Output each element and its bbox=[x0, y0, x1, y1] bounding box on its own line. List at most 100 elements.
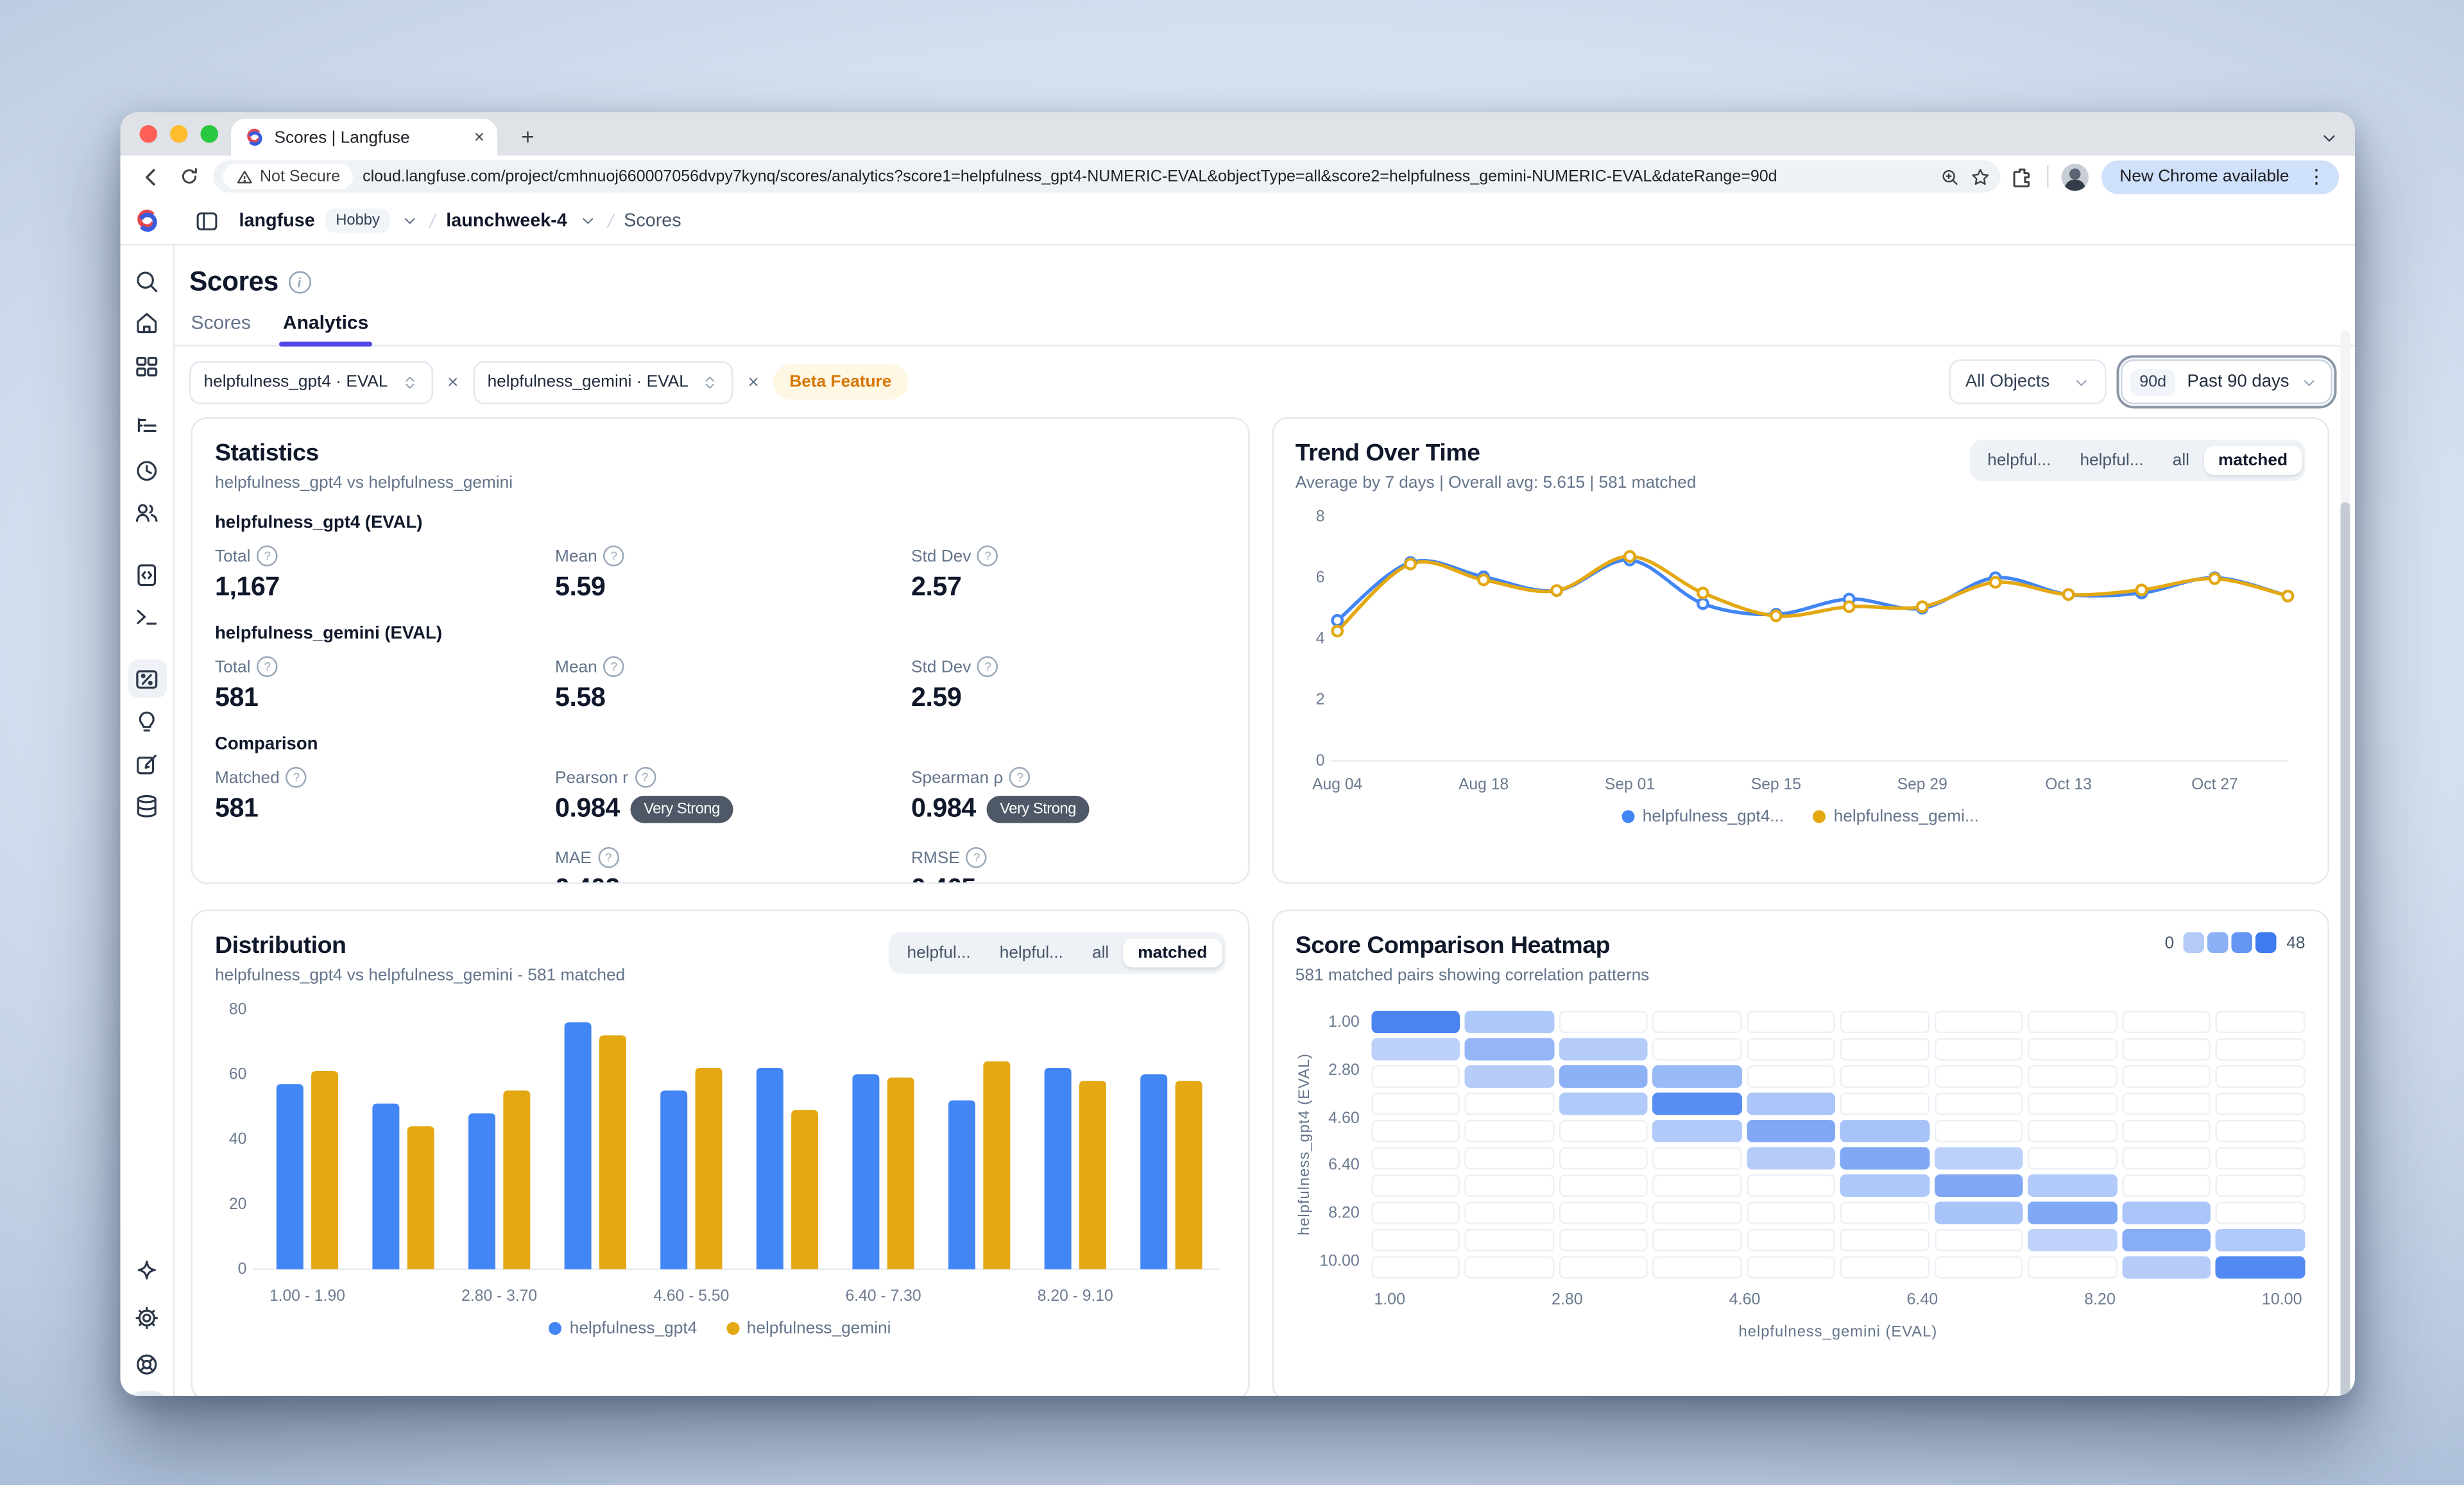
chrome-update-label: New Chrome available bbox=[2119, 167, 2289, 186]
annotation-icon[interactable] bbox=[128, 744, 166, 783]
bookmark-star-icon[interactable] bbox=[1971, 166, 1992, 187]
profile-avatar[interactable] bbox=[2062, 162, 2089, 191]
sidebar-toggle-icon[interactable] bbox=[194, 208, 220, 234]
settings-gear-icon[interactable] bbox=[128, 1298, 166, 1337]
browser-tab[interactable]: Scores | Langfuse × bbox=[231, 119, 497, 156]
score2-remove-icon[interactable]: × bbox=[748, 370, 759, 393]
heatmap-cell bbox=[1464, 1201, 1554, 1224]
tab-close-icon[interactable]: × bbox=[474, 127, 484, 147]
heatmap-cell bbox=[1652, 1147, 1742, 1170]
segment-option[interactable]: all bbox=[2172, 451, 2190, 470]
scrollbar-thumb[interactable] bbox=[2340, 502, 2350, 1396]
tab-scores[interactable]: Scores bbox=[191, 311, 251, 334]
evaluators-lightbulb-icon[interactable] bbox=[128, 702, 166, 741]
heatmap-cell bbox=[1652, 1038, 1742, 1061]
score1-remove-icon[interactable]: × bbox=[447, 370, 459, 393]
heatmap-y-tick-labels: 1.00 2.80 4.60 6.40 8.20 10.00 bbox=[1319, 1014, 1360, 1271]
users-icon[interactable] bbox=[128, 494, 166, 532]
object-type-select[interactable]: All Objects bbox=[1949, 359, 2106, 404]
account-avatar[interactable]: M bbox=[129, 1391, 165, 1396]
svg-text:0: 0 bbox=[238, 1260, 247, 1278]
help-icon[interactable]: ? bbox=[286, 767, 307, 788]
distribution-card: Distribution helpfulness_gpt4 vs helpful… bbox=[191, 909, 1249, 1396]
strength-badge: Very Strong bbox=[987, 796, 1089, 823]
segment-option[interactable]: helpful... bbox=[2080, 451, 2144, 470]
color-swatch bbox=[2184, 932, 2205, 953]
chrome-update-chip[interactable]: New Chrome available ⋮ bbox=[2101, 159, 2339, 194]
legend-item[interactable]: helpfulness_gemi... bbox=[1813, 807, 1979, 827]
heatmap-cell bbox=[1371, 1256, 1460, 1279]
scores-icon[interactable] bbox=[127, 659, 166, 698]
new-tab-button[interactable]: + bbox=[521, 123, 535, 150]
date-range-select[interactable]: 90d Past 90 days bbox=[2120, 359, 2332, 404]
tab-search-chevron-icon[interactable] bbox=[2320, 128, 2339, 148]
minimize-window-button[interactable] bbox=[170, 125, 188, 143]
browser-menu-icon[interactable]: ⋮ bbox=[2307, 165, 2326, 188]
sparkle-icon[interactable] bbox=[128, 1251, 166, 1290]
address-bar[interactable]: Not Secure cloud.langfuse.com/project/cm… bbox=[213, 160, 2001, 193]
help-icon[interactable]: ? bbox=[634, 767, 656, 788]
heatmap-cell bbox=[2216, 1201, 2306, 1224]
not-secure-chip[interactable]: Not Secure bbox=[223, 164, 354, 189]
search-icon[interactable] bbox=[128, 262, 166, 300]
breadcrumb-separator: / bbox=[604, 209, 615, 232]
prompts-icon[interactable] bbox=[128, 555, 166, 594]
heatmap-cell bbox=[2122, 1229, 2212, 1251]
segment-option[interactable]: helpful... bbox=[1987, 451, 2051, 470]
zoom-page-icon[interactable] bbox=[1940, 166, 1961, 187]
url-text[interactable]: cloud.langfuse.com/project/cmhnuoj660007… bbox=[363, 167, 1777, 185]
segment-option[interactable]: helpful... bbox=[907, 943, 971, 963]
help-icon[interactable]: ? bbox=[597, 847, 619, 868]
help-icon[interactable]: ? bbox=[603, 545, 625, 567]
trend-line-chart: 0 2 4 6 8 Aug 04 Aug 18 Sep 01 Sep 15 Sep 29 Oct 1… bbox=[1312, 508, 2294, 793]
group2-name: helpfulness_gemini (EVAL) bbox=[215, 624, 442, 644]
org-chevron-icon[interactable] bbox=[400, 212, 418, 230]
dashboards-icon[interactable] bbox=[128, 347, 166, 385]
datasets-database-icon[interactable] bbox=[128, 787, 166, 825]
sessions-clock-icon[interactable] bbox=[128, 451, 166, 490]
support-lifebuoy-icon[interactable] bbox=[128, 1344, 166, 1383]
heatmap-cell bbox=[1652, 1174, 1742, 1197]
heatmap-cell bbox=[2028, 1174, 2118, 1197]
segment-option-active[interactable]: matched bbox=[1123, 938, 1222, 968]
reload-icon[interactable] bbox=[175, 162, 204, 191]
tracing-icon[interactable] bbox=[128, 408, 166, 447]
help-icon[interactable]: ? bbox=[257, 545, 278, 567]
help-icon[interactable]: ? bbox=[966, 847, 988, 868]
info-icon[interactable]: i bbox=[287, 271, 311, 294]
org-name[interactable]: langfuse bbox=[239, 210, 315, 230]
svg-text:Aug 04: Aug 04 bbox=[1312, 776, 1362, 793]
tab-analytics[interactable]: Analytics bbox=[279, 311, 373, 347]
window-controls[interactable] bbox=[139, 112, 218, 156]
legend-item[interactable]: helpfulness_gemini bbox=[726, 1319, 891, 1338]
legend-item[interactable]: helpfulness_gpt4... bbox=[1621, 807, 1784, 827]
metric: Total? 1,167 bbox=[215, 545, 280, 602]
heatmap-cell bbox=[1464, 1092, 1554, 1115]
heatmap-cell bbox=[2216, 1174, 2306, 1197]
home-icon[interactable] bbox=[128, 304, 166, 343]
project-chevron-icon[interactable] bbox=[578, 212, 596, 230]
segment-option[interactable]: all bbox=[1091, 943, 1109, 963]
segment-option[interactable]: helpful... bbox=[999, 943, 1063, 963]
back-icon[interactable] bbox=[137, 162, 166, 191]
help-icon[interactable]: ? bbox=[977, 545, 998, 567]
score2-select[interactable]: helpfulness_gemini · EVAL bbox=[473, 360, 733, 404]
svg-text:6: 6 bbox=[1315, 569, 1324, 587]
score2-value: helpfulness_gemini · EVAL bbox=[487, 372, 689, 391]
playground-terminal-icon[interactable] bbox=[128, 597, 166, 636]
project-name[interactable]: launchweek-4 bbox=[446, 210, 567, 230]
langfuse-logo-icon[interactable] bbox=[121, 207, 174, 235]
help-icon[interactable]: ? bbox=[257, 656, 278, 677]
browser-toolbar: Not Secure cloud.langfuse.com/project/cm… bbox=[120, 155, 2355, 198]
score1-select[interactable]: helpfulness_gpt4 · EVAL bbox=[189, 360, 433, 404]
help-icon[interactable]: ? bbox=[603, 656, 625, 677]
close-window-button[interactable] bbox=[139, 125, 157, 143]
zoom-window-button[interactable] bbox=[200, 125, 218, 143]
heatmap-cell bbox=[1840, 1092, 1930, 1115]
breadcrumb-page: Scores bbox=[624, 210, 681, 230]
help-icon[interactable]: ? bbox=[977, 656, 998, 677]
extensions-puzzle-icon[interactable] bbox=[2010, 164, 2035, 189]
segment-option-active[interactable]: matched bbox=[2203, 446, 2302, 475]
legend-item[interactable]: helpfulness_gpt4 bbox=[549, 1319, 697, 1338]
help-icon[interactable]: ? bbox=[1009, 767, 1031, 788]
